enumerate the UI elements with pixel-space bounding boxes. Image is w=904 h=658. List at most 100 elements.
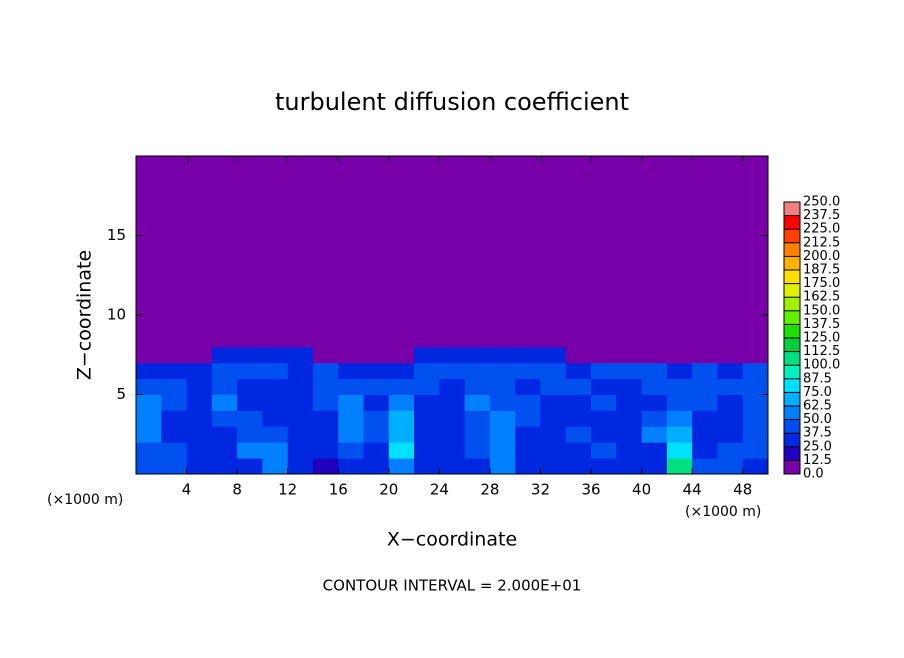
field-cell (363, 410, 390, 427)
field-cell (591, 346, 617, 364)
field-cell (565, 410, 592, 427)
field-cell (363, 362, 390, 380)
field-cell (565, 346, 592, 364)
field-cell (641, 442, 668, 459)
field-cell (262, 442, 289, 459)
field-cell (717, 410, 744, 427)
field-cell (237, 378, 263, 395)
field-cell (414, 378, 440, 395)
colorbar-label: 162.5 (803, 290, 840, 305)
field-cell (565, 394, 592, 411)
field-cell (641, 410, 668, 427)
field-cell (338, 362, 365, 380)
field-cell (186, 442, 213, 459)
field-cell (388, 442, 415, 459)
colorbar-label: 175.0 (803, 276, 840, 291)
field-cell (161, 362, 188, 380)
field-cell (515, 362, 541, 380)
colorbar-label: 12.5 (803, 453, 832, 468)
colorbar-label: 212.5 (803, 235, 840, 250)
field-cell (161, 426, 188, 443)
field-cell (565, 156, 592, 348)
field-cell (439, 156, 466, 348)
field-cell (464, 362, 491, 380)
colorbar-swatch (784, 365, 800, 379)
colorbar-swatch (784, 338, 800, 352)
colorbar-label: 100.0 (803, 358, 840, 373)
field-cell (692, 394, 718, 411)
field-cell (161, 378, 188, 395)
field-cell (464, 346, 491, 364)
field-cell (591, 442, 617, 459)
field-cell (717, 362, 744, 380)
field-cell (515, 426, 541, 443)
field-cell (692, 156, 718, 348)
field-cell (439, 442, 466, 459)
y-tick-label: 15 (107, 226, 126, 244)
field-cell (186, 362, 213, 380)
colorbar-swatch (784, 446, 800, 461)
field-cell (388, 378, 415, 395)
field-cell (388, 458, 415, 475)
field-cell (565, 362, 592, 380)
colorbar-label: 87.5 (803, 371, 832, 386)
field-cell (439, 394, 466, 411)
colorbar-label: 75.0 (803, 385, 832, 400)
field-cell (489, 394, 516, 411)
colorbar-swatch (784, 270, 800, 284)
field-cell (515, 394, 541, 411)
field-cell (136, 458, 162, 475)
field-cell (136, 346, 162, 364)
colorbar-swatch (784, 256, 800, 270)
field-cell (211, 410, 238, 427)
field-cell (338, 426, 365, 443)
field-cell (287, 378, 314, 395)
field-cell (666, 378, 693, 395)
field-cell (591, 410, 617, 427)
field-cell (287, 458, 314, 475)
field-cell (338, 378, 365, 395)
field-cell (515, 156, 541, 348)
field-cell (591, 156, 617, 348)
colorbar-swatch (784, 378, 800, 393)
field-cell (312, 346, 339, 364)
field-cell (414, 346, 440, 364)
field-cell (262, 394, 289, 411)
field-cell (742, 426, 769, 443)
field-cell (666, 362, 693, 380)
field-cell (666, 458, 693, 475)
field-cell (414, 410, 440, 427)
field-cell (742, 410, 769, 427)
field-cell (136, 378, 162, 395)
field-cell (742, 346, 769, 364)
colorbar-swatch (784, 351, 800, 366)
field-cell (186, 426, 213, 443)
field-cell (717, 458, 744, 475)
field-cell (641, 458, 668, 475)
field-cell (136, 394, 162, 411)
field-cell (388, 394, 415, 411)
x-tick-label: 28 (480, 481, 499, 499)
field-cell (287, 346, 314, 364)
field-cell (262, 346, 289, 364)
field-cell (616, 458, 643, 475)
field-cell (489, 378, 516, 395)
field-cell (692, 346, 718, 364)
footer-note: CONTOUR INTERVAL = 2.000E+01 (323, 577, 582, 595)
field-cell (161, 458, 188, 475)
field-cell (388, 156, 415, 348)
field-cell (363, 458, 390, 475)
field-cell (186, 458, 213, 475)
field-cell (515, 378, 541, 395)
field-cell (237, 346, 263, 364)
x-tick-label: 4 (182, 481, 192, 499)
field-cell (388, 346, 415, 364)
field-cell (616, 442, 643, 459)
field-cell (287, 362, 314, 380)
y-tick-label: 5 (116, 385, 126, 403)
field-cell (414, 362, 440, 380)
field-cell (464, 156, 491, 348)
field-cell (312, 442, 339, 459)
